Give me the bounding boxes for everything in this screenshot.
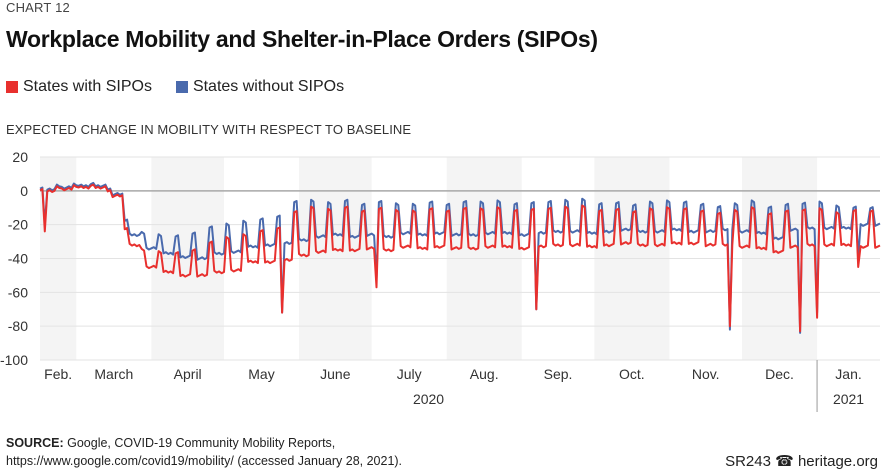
source-text: Google, COVID-19 Community Mobility Repo…	[63, 436, 336, 450]
legend-label: States with SIPOs	[23, 78, 152, 95]
x-tick-label: April	[174, 366, 202, 382]
x-tick-label: Nov.	[692, 366, 720, 382]
series-lines	[39, 181, 881, 334]
legend-swatch-red	[6, 81, 18, 93]
x-tick-label: Feb.	[44, 366, 72, 382]
x-tick-label: March	[94, 366, 133, 382]
legend-label: States without SIPOs	[192, 78, 345, 95]
y-tick-label: -60	[8, 284, 28, 300]
x-tick-labels: Feb. March April May June July Aug. Sep. Oct. Nov…	[44, 360, 864, 412]
y-tick-labels: 20 0 -20 -40 -60 -80 -100	[0, 149, 28, 368]
legend-item-with-sipos: States with SIPOs	[6, 78, 152, 96]
y-tick-label: 20	[12, 149, 28, 165]
x-tick-label: May	[248, 366, 274, 382]
y-axis-title: EXPECTED CHANGE IN MOBILITY WITH RESPECT…	[6, 122, 412, 137]
chart-number: CHART 12	[6, 0, 70, 15]
year-label: 2021	[833, 391, 864, 407]
legend: States with SIPOs States without SIPOs	[6, 78, 344, 96]
y-tick-label: -20	[8, 217, 28, 233]
year-label: 2020	[413, 391, 444, 407]
series-line-states-without-sipos	[39, 181, 881, 334]
x-tick-label: Aug.	[470, 366, 499, 382]
legend-swatch-blue	[175, 81, 188, 93]
y-tick-label: -40	[8, 251, 28, 267]
x-tick-label: June	[320, 366, 351, 382]
chart-title: Workplace Mobility and Shelter-in-Place …	[6, 26, 598, 52]
source-note: SOURCE: Google, COVID-19 Community Mobil…	[6, 434, 402, 470]
x-tick-label: July	[397, 366, 422, 382]
gridlines	[40, 156, 880, 361]
y-tick-label: -100	[0, 352, 28, 368]
y-tick-label: 0	[20, 183, 28, 199]
source-url: https://www.google.com/covid19/mobility/…	[6, 454, 403, 468]
line-chart: 20 0 -20 -40 -60 -80 -100 Feb. March April May Jun…	[0, 149, 881, 412]
x-tick-label: Sep.	[544, 366, 573, 382]
credit: SR243 ☎ heritage.org	[725, 453, 878, 470]
source-label: SOURCE:	[6, 436, 64, 450]
legend-item-without-sipos: States without SIPOs	[175, 78, 345, 96]
x-tick-label: Jan.	[835, 366, 861, 382]
x-tick-label: Dec.	[765, 366, 794, 382]
series-line-states-with-sipos	[39, 183, 881, 333]
x-tick-label: Oct.	[619, 366, 645, 382]
y-tick-label: -80	[8, 318, 28, 334]
